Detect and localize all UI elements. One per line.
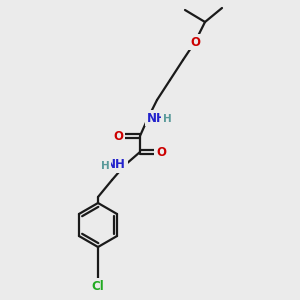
Text: O: O (156, 146, 166, 158)
Text: O: O (190, 35, 200, 49)
Text: O: O (113, 130, 123, 142)
Text: H: H (100, 161, 109, 171)
Text: H: H (163, 114, 171, 124)
Text: Cl: Cl (92, 280, 104, 292)
Text: NH: NH (147, 112, 167, 124)
Text: NH: NH (106, 158, 126, 172)
